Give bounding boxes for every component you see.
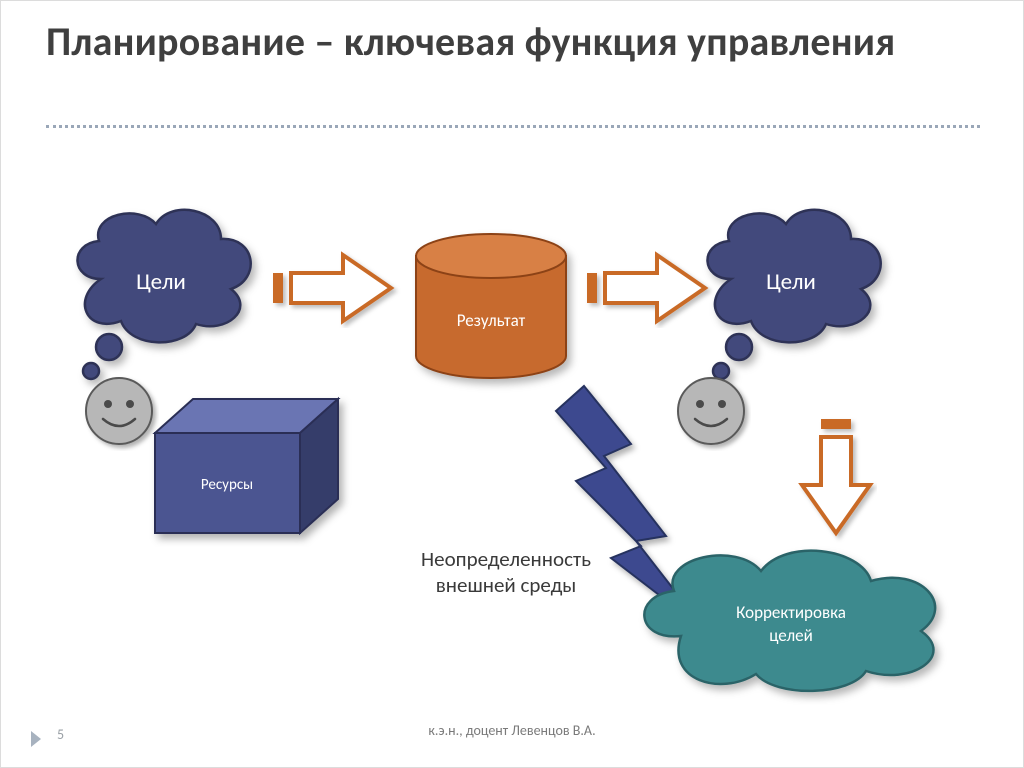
cloud-goals-left-label: Цели bbox=[136, 268, 186, 296]
box-resources-label: Ресурсы bbox=[201, 476, 253, 494]
cloud-goals-right: Цели bbox=[691, 199, 891, 399]
cloud-goals-right-label: Цели bbox=[766, 268, 816, 296]
footer-credit: к.э.н., доцент Левенцов В.А. bbox=[1, 722, 1023, 739]
title-underline bbox=[46, 125, 980, 128]
arrow-down-to-correction-icon bbox=[796, 419, 876, 537]
slide: Планирование – ключевая функция управлен… bbox=[0, 0, 1024, 768]
cloud-correction: Корректировка целей bbox=[626, 546, 956, 696]
slide-title: Планирование – ключевая функция управлен… bbox=[46, 19, 895, 65]
cylinder-result-label: Результат bbox=[457, 310, 526, 331]
cloud-goals-left: Цели bbox=[61, 199, 261, 399]
label-uncertainty: Неопределенностьвнешней среды bbox=[376, 546, 636, 599]
cylinder-result: Результат bbox=[406, 226, 576, 396]
box-resources: Ресурсы bbox=[143, 391, 353, 551]
arrow-goals-to-result-icon bbox=[273, 251, 393, 325]
arrow-result-to-goals-icon bbox=[587, 251, 707, 325]
cloud-correction-label-2: целей bbox=[769, 625, 813, 646]
cloud-correction-label-1: Корректировка bbox=[736, 602, 846, 623]
